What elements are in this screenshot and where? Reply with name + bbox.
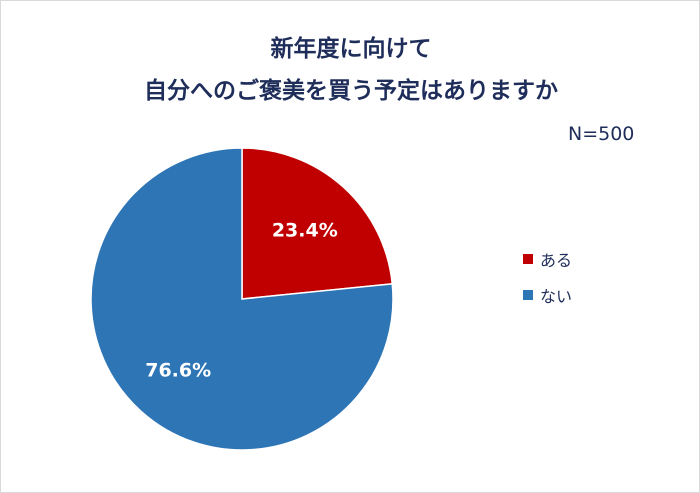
pie-slice-0 xyxy=(241,147,394,300)
legend-swatch-aru xyxy=(523,254,533,264)
chart-legend: ある ない xyxy=(523,241,572,313)
chart-title-line-2: 自分へのご褒美を買う予定はありますか xyxy=(144,78,558,104)
pie-slice-1 xyxy=(90,147,394,451)
legend-swatch-nai xyxy=(523,290,533,300)
legend-label-aru: ある xyxy=(540,251,573,270)
chart-title-line-1: 新年度に向けて xyxy=(270,36,432,62)
pie-data-label-1: 76.6% xyxy=(145,360,211,382)
legend-item-aru: ある xyxy=(523,241,572,277)
sample-size-label: N=500 xyxy=(568,123,635,145)
pie-data-label-0: 23.4% xyxy=(272,220,338,242)
legend-label-nai: ない xyxy=(540,287,573,306)
legend-item-nai: ない xyxy=(523,277,572,313)
